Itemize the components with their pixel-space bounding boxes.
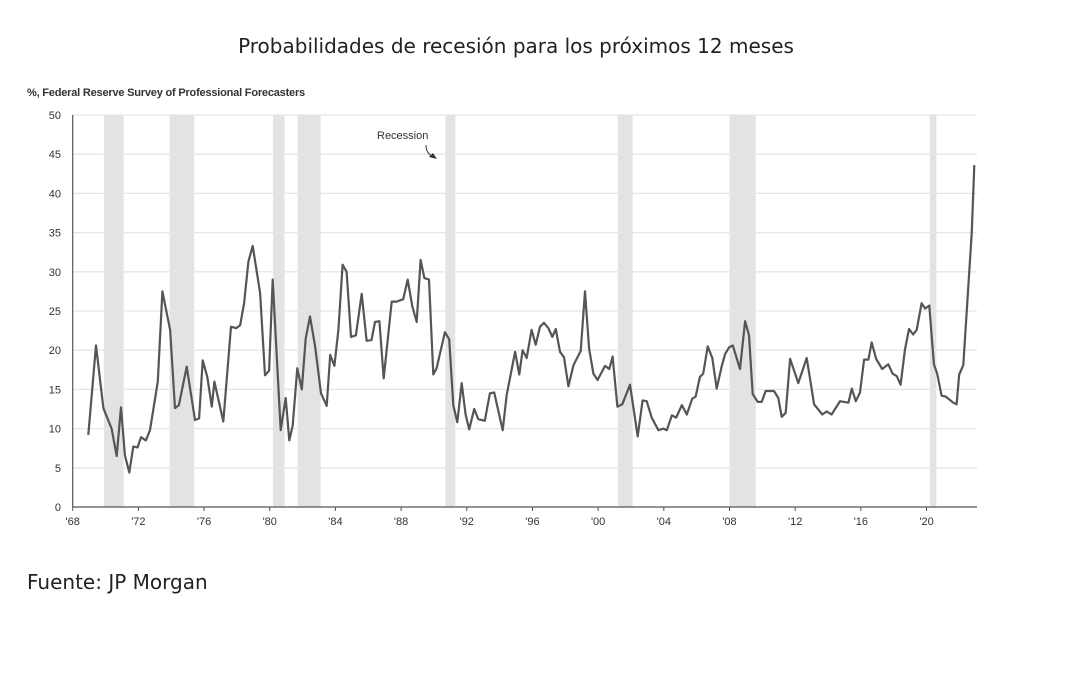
y-tick-label: 20 <box>49 345 61 357</box>
source-note: Fuente: JP Morgan <box>27 570 208 594</box>
y-tick-label: 15 <box>49 384 61 396</box>
x-tick-label: '96 <box>525 516 539 528</box>
x-tick-label: '72 <box>131 516 145 528</box>
y-tick-label: 0 <box>55 502 61 514</box>
source-value: JP Morgan <box>108 570 208 594</box>
y-axis-label: %, Federal Reserve Survey of Professiona… <box>27 87 305 99</box>
y-tick-label: 35 <box>49 228 61 240</box>
x-tick-label: '20 <box>919 516 933 528</box>
series-line <box>87 165 976 474</box>
x-tick-label: '08 <box>722 516 736 528</box>
source-label: Fuente: <box>27 570 102 594</box>
y-tick-label: 30 <box>49 267 61 279</box>
x-tick-label: '88 <box>394 516 408 528</box>
y-tick-label: 25 <box>49 306 61 318</box>
y-tick-label: 45 <box>49 149 61 161</box>
page-title: Probabilidades de recesión para los próx… <box>238 34 794 58</box>
x-tick-label: '92 <box>460 516 474 528</box>
x-tick-label: '76 <box>197 516 211 528</box>
y-tick-label: 40 <box>49 188 61 200</box>
annotation-arrowhead <box>429 153 437 159</box>
y-tick-label: 50 <box>49 110 61 122</box>
x-tick-label: '84 <box>328 516 342 528</box>
x-tick-label: '04 <box>657 516 671 528</box>
x-tick-label: '68 <box>66 516 80 528</box>
x-tick-label: '16 <box>854 516 868 528</box>
x-tick-label: '12 <box>788 516 802 528</box>
x-tick-label: '00 <box>591 516 605 528</box>
y-tick-label: 10 <box>49 424 61 436</box>
y-tick-label: 5 <box>55 463 61 475</box>
recession-annotation: Recession <box>377 130 428 142</box>
x-tick-label: '80 <box>263 516 277 528</box>
